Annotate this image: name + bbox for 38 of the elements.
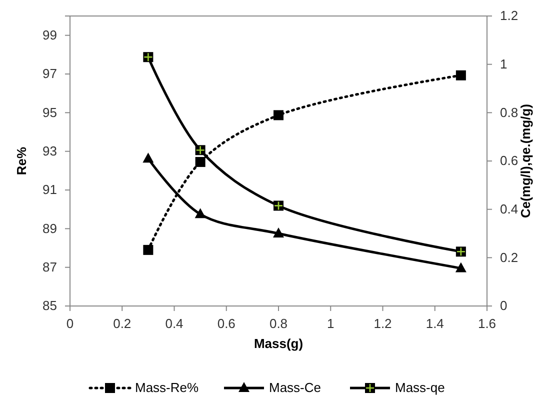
x-tick-label: 1.4: [426, 316, 444, 332]
y2-tick-label: 0: [500, 298, 508, 314]
x-tick-label: 0.8: [269, 316, 288, 332]
y2-tick-label: 0.8: [500, 104, 518, 120]
y2-tick-label: 1: [500, 56, 508, 72]
point: [142, 152, 154, 163]
y-tick-label: 95: [42, 104, 57, 120]
x-tick-label: 0.6: [217, 316, 236, 332]
y2-axis-title: Ce(mg/l),qe.(mg/g): [518, 104, 533, 218]
y-tick-label: 85: [42, 298, 57, 314]
y-tick-label: 93: [42, 143, 57, 158]
y2-tick-label: 0.6: [500, 153, 518, 168]
y2-tick-label: 0.2: [500, 250, 518, 265]
point: [195, 156, 206, 167]
point: [194, 208, 206, 218]
x-tick-label: 0: [66, 316, 74, 332]
legend-label: Mass-qe: [395, 380, 445, 395]
legend-label: Mass-Ce: [269, 380, 322, 395]
y2-tick-label: 0.4: [500, 201, 518, 216]
point: [143, 244, 154, 255]
y-tick-label: 89: [42, 220, 57, 236]
y2-tick-label: 1.2: [500, 8, 518, 24]
x-tick-label: 1.2: [374, 316, 392, 332]
point: [273, 228, 284, 238]
y-axis-title: Re%: [14, 146, 29, 176]
point: [456, 70, 466, 80]
legend-label: Mass-Re%: [135, 380, 200, 395]
point: [274, 110, 284, 120]
y-tick-label: 87: [42, 259, 57, 274]
x-tick-label: 1: [327, 316, 334, 332]
x-tick-label: 0.2: [113, 316, 132, 332]
x-tick-label: 1.6: [478, 316, 496, 332]
x-axis-title: Mass(g): [254, 336, 304, 351]
y-tick-label: 91: [42, 182, 57, 198]
y-tick-label: 99: [42, 27, 57, 42]
x-tick-label: 0.4: [165, 316, 184, 332]
y-tick-label: 97: [42, 66, 57, 82]
point: [455, 262, 466, 272]
